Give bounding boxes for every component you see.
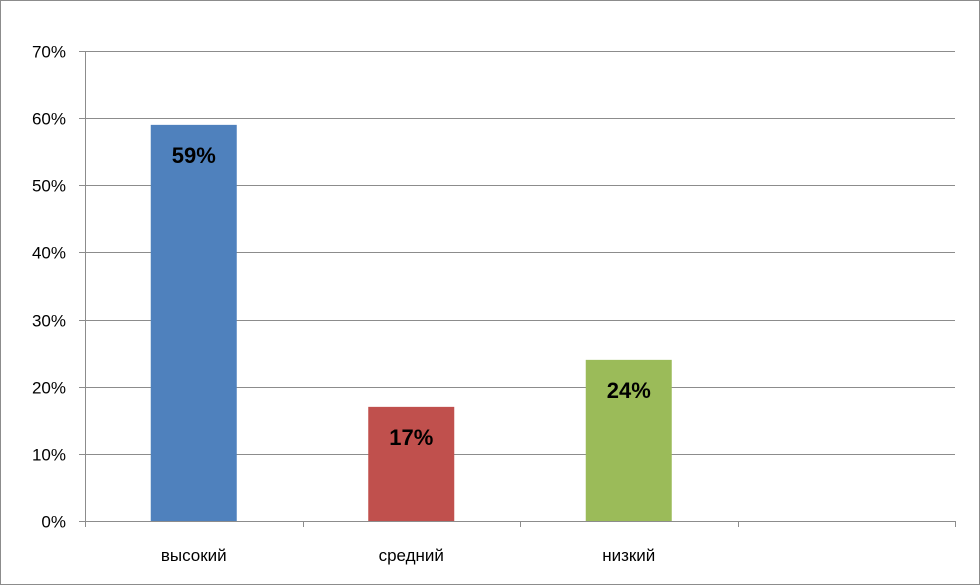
bar-2	[368, 406, 455, 521]
y-tick-label: 50%	[32, 177, 66, 196]
axes	[79, 51, 956, 527]
data-label: 24%	[607, 378, 651, 403]
data-label: 17%	[389, 425, 433, 450]
bars	[150, 124, 672, 521]
data-label: 59%	[172, 143, 216, 168]
y-tick-label: 40%	[32, 244, 66, 263]
x-category-label: низкий	[602, 546, 655, 565]
x-category-label: средний	[379, 546, 444, 565]
y-tick-label: 70%	[32, 43, 66, 62]
x-category-label: высокий	[161, 546, 227, 565]
y-tick-label: 0%	[41, 513, 66, 532]
y-tick-label: 10%	[32, 446, 66, 465]
labels: 0% 10% 20% 30% 40% 50% 60% 70% 59% 17% 24% высокий с…	[32, 43, 655, 566]
y-tick-label: 30%	[32, 312, 66, 331]
y-tick-label: 20%	[32, 379, 66, 398]
y-tick-label: 60%	[32, 110, 66, 129]
bar-3	[585, 359, 672, 521]
bar-1	[150, 124, 237, 521]
